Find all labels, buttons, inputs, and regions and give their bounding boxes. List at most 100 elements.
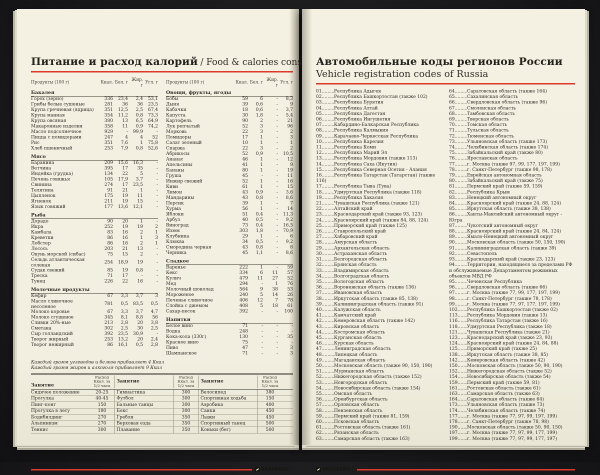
food-label: Печень говяжья [31, 177, 70, 183]
food-value: 16,1 [117, 342, 128, 348]
food-value: - [156, 260, 158, 266]
region-code-prefix: 85.............. [449, 206, 467, 212]
food-value: 0,5 [120, 301, 128, 307]
activity-kcal: 180 [97, 408, 107, 414]
food-row: Сахар-песок 392- -100 [166, 309, 293, 315]
food-label: Масло сливочное несоленое [31, 299, 73, 310]
food-value: 203 [104, 246, 113, 252]
region-code-item: 75..............Забайкальский край (такж… [449, 151, 575, 157]
food-value: 40 [242, 217, 248, 223]
food-value: 16,3 [132, 160, 143, 166]
region-code: 53 [316, 380, 322, 386]
food-value: 1 [260, 234, 263, 240]
food-value: 213 [104, 320, 113, 326]
food-label: Ананас [166, 157, 184, 163]
food-row: Баранина 209 15,6 16,3 - [31, 161, 158, 167]
region-name: Волгоградская область [334, 273, 390, 279]
region-code: 07 [316, 122, 322, 128]
region-name: Пермский край (также 59, 159) [467, 184, 543, 190]
region-code-item: 42..............Кемеровская область (так… [316, 319, 442, 325]
region-code-prefix: 97.............. [449, 290, 467, 296]
region-code: 92 [449, 251, 455, 257]
food-value: 130 [239, 334, 248, 340]
region-name: Чувашская Республика (также 121) [334, 201, 420, 207]
food-label: Бананы [166, 168, 185, 174]
region-code: 82 [449, 189, 455, 195]
region-code-prefix: 68.............. [449, 111, 467, 117]
region-code-item: 83..............Ненецкий автономный окру… [449, 195, 575, 201]
region-name: Чувашская Республика (также 21) [467, 329, 550, 335]
food-value: 0,9 [135, 124, 143, 130]
food-label: Макаронные изделия [31, 124, 83, 130]
region-code: 51 [316, 369, 322, 375]
region-code-item: 01..............Республика Адыгея [316, 89, 442, 95]
region-code: 73 [449, 139, 455, 145]
region-code-item: 49..............Магаданская область [316, 358, 442, 364]
food-value: 1 [260, 168, 263, 174]
food-label: Кока-кола (330г) [166, 334, 207, 340]
food-row: Свинина 274 17 23,5 - [31, 183, 158, 189]
region-code-item: 82..............Республика Крым [449, 190, 575, 196]
region-code: 65 [449, 94, 455, 100]
region-code: 28 [316, 240, 322, 246]
region-name: г. Санкт-Петербург (также 78, 178) [467, 296, 552, 302]
region-code-prefix: 161.............. [449, 385, 467, 391]
food-value: - [156, 219, 158, 225]
food-value: 70,9 [282, 228, 293, 234]
food-value: 3,7 [135, 177, 143, 183]
region-code-item: 14..............Республика Саха (Якутия) [316, 162, 442, 168]
region-code: 30 [316, 251, 322, 257]
region-name: Пермский край (также 59, 81) [467, 380, 540, 386]
food-value: 7 [290, 201, 293, 207]
food-value: 15 [122, 252, 128, 258]
activity-col-header: Занятие [31, 382, 54, 388]
food-value: - [276, 345, 278, 351]
food-label: Баранина [31, 160, 55, 166]
food-value: - [276, 329, 278, 335]
food-value: - [261, 323, 263, 329]
food-row: Индейка (грудка) 134 22 5 - [31, 172, 158, 178]
food-value: 7,6 [120, 140, 128, 146]
food-value: 18 [242, 107, 248, 113]
food-column-left: Продукты (100 г) Ккал. Бел. г Жир. г Угл. г Б… [31, 77, 158, 357]
food-value: 4 [140, 135, 143, 141]
region-code: 190 [449, 425, 458, 431]
activity-label: Велосипед [198, 389, 258, 396]
region-code-prefix: 38.............. [316, 296, 334, 302]
region-code-prefix: 178.............. [449, 419, 467, 425]
region-code: 63 [316, 436, 322, 442]
food-label: Бобы [166, 96, 179, 102]
food-value: 45 [242, 250, 248, 256]
region-code: 12 [316, 150, 322, 156]
region-code: 79 [449, 173, 455, 179]
food-value: 2 [290, 146, 293, 152]
region-code-item: 86..............Ханты-Мансийский автоном… [449, 212, 575, 223]
region-code-item: 95..............Чеченская Республика [449, 279, 575, 285]
region-code: 21 [316, 201, 322, 207]
food-value: - [261, 351, 263, 357]
food-value: 36 [122, 102, 128, 108]
region-code-prefix: 27.............. [316, 234, 334, 240]
region-code: 52 [316, 374, 322, 380]
food-row: Камбала 83 16 2 1 [31, 230, 158, 236]
food-label: Помидоры [166, 135, 192, 141]
region-code-item: 13..............Республика Мордовия (так… [316, 156, 442, 162]
region-code-item: 68..............Тамбовская область [449, 111, 575, 117]
food-value: - [276, 234, 278, 240]
food-value: 47 [242, 345, 248, 351]
region-code-item: 09..............Карачаево-Черкесская Рес… [316, 134, 442, 140]
region-code-item: 97..............г. Москва (также 77, 99,… [449, 291, 575, 297]
activity-kcal: 40-45 [95, 396, 109, 402]
region-code-prefix: 116.............. [449, 318, 467, 324]
region-name: Краснодарский край (также 23, 123) [467, 257, 556, 263]
region-code-prefix: 102.............. [449, 307, 467, 313]
region-name: Пензенская область [334, 408, 383, 414]
region-code-item: 44..............Костромская область [316, 330, 442, 336]
region-code-prefix: 35.............. [316, 279, 334, 285]
food-value: 9 [290, 102, 293, 108]
region-name: г. Москва (также 77, 97, 99, 177, 199) [467, 430, 558, 436]
region-code: 64 [449, 89, 455, 94]
region-name: Кемеровская область (также 142) [334, 318, 415, 324]
food-value: 2,8 [120, 320, 128, 326]
food-label: Горох (зерно) [31, 96, 64, 102]
